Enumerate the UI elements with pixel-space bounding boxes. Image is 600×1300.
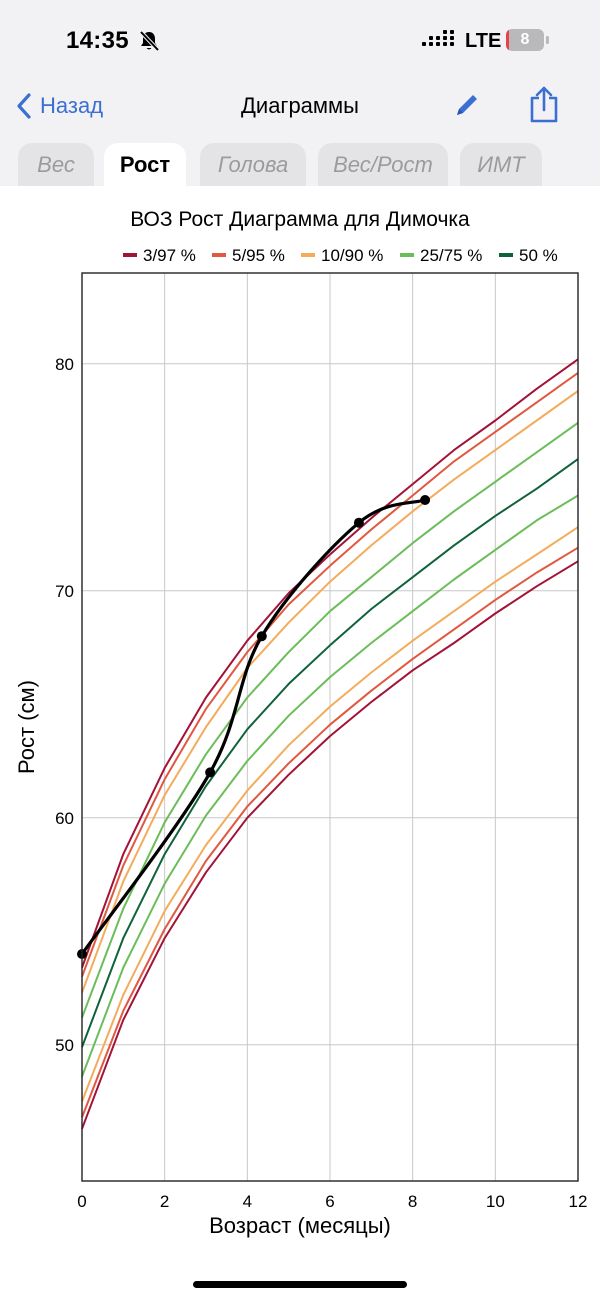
percentile-line — [81, 358, 579, 968]
percentile-line — [81, 526, 579, 1102]
percentile-curves — [81, 358, 579, 1130]
pencil-icon — [457, 95, 477, 115]
plot-frame — [81, 272, 579, 1182]
tab-head[interactable]: Голова — [200, 143, 306, 186]
share-button[interactable] — [528, 86, 560, 129]
share-icon — [530, 86, 558, 123]
child-growth-path — [80, 498, 427, 956]
measurement-point[interactable] — [256, 631, 267, 642]
home-indicator — [193, 1281, 407, 1288]
back-label: Назад — [40, 93, 104, 118]
status-bar: 14:35 LTE 8 — [0, 0, 600, 80]
axis-ticks: 0 2 4 6 8 10 12 50 60 70 80 — [55, 355, 587, 1211]
percentile-line — [81, 372, 579, 978]
battery-fill — [506, 29, 510, 51]
legend-item: 10/90 % — [301, 246, 383, 265]
page-title: Диаграммы — [241, 93, 359, 118]
tab-weight-height[interactable]: Вес/Рост — [318, 143, 448, 186]
x-tick-label: 4 — [243, 1192, 252, 1211]
tab-bmi[interactable]: ИМТ — [460, 143, 542, 186]
y-tick-label: 70 — [55, 582, 74, 601]
edit-button[interactable] — [452, 90, 482, 125]
measurement-point[interactable] — [353, 517, 364, 528]
x-tick-label: 10 — [486, 1192, 505, 1211]
percentile-line — [81, 546, 579, 1118]
legend-item: 50 % — [499, 246, 558, 265]
percentile-line — [81, 494, 579, 1077]
x-tick-label: 6 — [325, 1192, 334, 1211]
percentile-line — [81, 458, 579, 1048]
legend-label: 5/95 % — [232, 246, 285, 265]
percentile-line — [81, 390, 579, 993]
y-tick-label: 80 — [55, 355, 74, 374]
x-tick-label: 12 — [569, 1192, 588, 1211]
battery-tip — [546, 36, 549, 44]
measurement-point[interactable] — [205, 767, 216, 778]
legend-label: 3/97 % — [143, 246, 196, 265]
bell-muted-icon — [138, 30, 160, 57]
y-tick-label: 60 — [55, 809, 74, 828]
tab-weight[interactable]: Вес — [18, 143, 94, 186]
y-tick-label: 50 — [55, 1036, 74, 1055]
legend-label: 10/90 % — [321, 246, 383, 265]
measurement-point[interactable] — [420, 495, 431, 505]
legend-item: 25/75 % — [400, 246, 482, 265]
network-type: LTE — [465, 30, 502, 52]
status-time: 14:35 — [66, 27, 129, 54]
percentile-line — [81, 421, 579, 1018]
x-axis-label: Возраст (месяцы) — [209, 1213, 391, 1238]
percentile-line — [81, 560, 579, 1130]
chart-grid — [81, 273, 579, 1181]
x-tick-label: 2 — [160, 1192, 169, 1211]
back-button[interactable]: Назад — [16, 88, 103, 124]
battery-level: 8 — [520, 31, 530, 48]
chart-title: ВОЗ Рост Диаграмма для Димочка — [130, 208, 470, 231]
legend-label: 50 % — [519, 246, 558, 265]
legend-label: 25/75 % — [420, 246, 482, 265]
child-growth-line — [77, 495, 431, 959]
signal-icon — [422, 30, 456, 55]
tab-height[interactable]: Рост — [104, 143, 186, 186]
x-tick-label: 0 — [77, 1192, 86, 1211]
legend-item: 3/97 % — [123, 246, 196, 265]
chevron-left-icon — [17, 93, 31, 119]
legend-item: 5/95 % — [212, 246, 285, 265]
y-axis-label: Рост (см) — [14, 680, 39, 774]
battery-icon: 8 — [506, 29, 544, 51]
growth-chart: ВОЗ Рост Диаграмма для Димочка 3/97 % 5/… — [14, 208, 587, 1238]
x-tick-label: 8 — [408, 1192, 417, 1211]
chart-legend: 3/97 % 5/95 % 10/90 % 25/75 % 50 % — [123, 246, 558, 265]
